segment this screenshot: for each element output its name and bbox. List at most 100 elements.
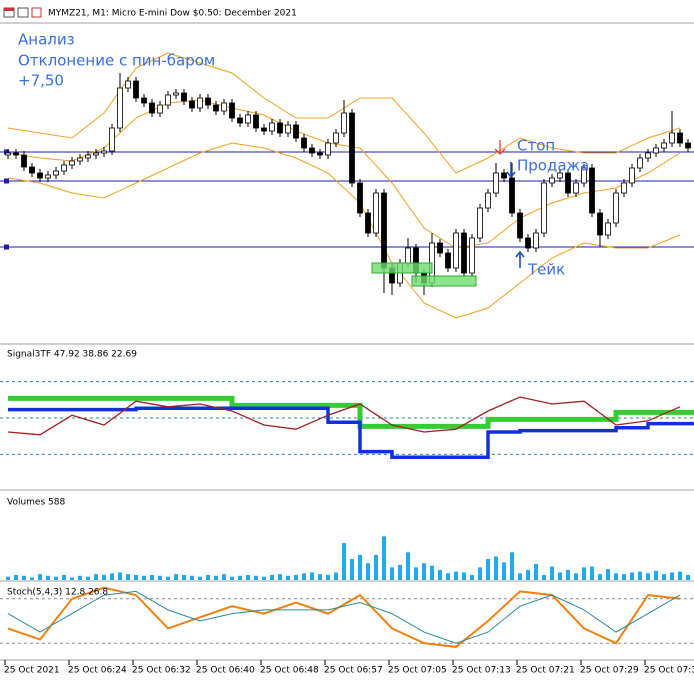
signal-line bbox=[7, 396, 681, 436]
volume-bar bbox=[158, 575, 162, 580]
zone-box bbox=[411, 275, 477, 287]
annotation: Отклонение с пин-баром bbox=[18, 52, 215, 70]
candle-body bbox=[13, 152, 19, 156]
panel-label: Stoch(5,4,3) 12.8 26.8 bbox=[7, 588, 108, 598]
volume-bar bbox=[174, 574, 178, 580]
volume-bar bbox=[566, 569, 570, 580]
candle-body bbox=[21, 154, 27, 168]
volume-bar bbox=[678, 571, 682, 580]
volume-bar bbox=[166, 576, 170, 580]
take-label: Тейк bbox=[527, 261, 565, 279]
volume-bar bbox=[318, 574, 322, 580]
volume-bar bbox=[206, 574, 210, 580]
candle-body bbox=[157, 104, 163, 114]
sell-label: Продажа bbox=[517, 157, 589, 175]
window-icons bbox=[3, 7, 42, 18]
candle-body bbox=[477, 207, 483, 239]
volume-bar bbox=[670, 572, 674, 580]
candle-body bbox=[189, 100, 195, 109]
time-label: 25 Oct 06:32 bbox=[132, 666, 191, 676]
window-title: MYMZ21, M1: Micro E-mini Dow $0.50: Dece… bbox=[48, 9, 297, 19]
volume-bar bbox=[334, 572, 338, 580]
candle-body bbox=[453, 232, 459, 269]
volume-bar bbox=[414, 567, 418, 580]
candle-body bbox=[221, 102, 227, 112]
candle-body bbox=[277, 122, 283, 134]
candle-body bbox=[541, 182, 547, 234]
volume-bar bbox=[510, 552, 514, 580]
volume-bar bbox=[286, 575, 290, 580]
volume-bar bbox=[86, 576, 90, 580]
time-label: 25 Oct 07:29 bbox=[580, 666, 639, 676]
candle-body bbox=[109, 127, 115, 152]
volume-bar bbox=[326, 574, 330, 580]
volume-bar bbox=[142, 575, 146, 580]
volume-bar bbox=[150, 574, 154, 580]
time-label: 25 Oct 07:21 bbox=[516, 666, 575, 676]
time-label: 25 Oct 06:57 bbox=[324, 666, 383, 676]
volume-bar bbox=[134, 574, 138, 580]
volume-bar bbox=[390, 567, 394, 580]
candle-body bbox=[341, 112, 347, 134]
candle-body bbox=[5, 152, 11, 156]
candle-body bbox=[485, 192, 491, 209]
candle-body bbox=[637, 157, 643, 169]
volume-bar bbox=[270, 574, 274, 580]
candle-body bbox=[677, 132, 683, 144]
volume-bar bbox=[622, 574, 626, 580]
volume-bar bbox=[422, 563, 426, 580]
candle-body bbox=[333, 132, 339, 144]
candle-body bbox=[493, 172, 499, 194]
candle-body bbox=[213, 104, 219, 112]
candle-body bbox=[445, 252, 451, 269]
volume-bar bbox=[462, 572, 466, 580]
candle-body bbox=[373, 192, 379, 234]
zone-box bbox=[371, 262, 433, 274]
candle-body bbox=[621, 182, 627, 194]
time-label: 25 Oct 07:05 bbox=[388, 666, 447, 676]
volume-bar bbox=[606, 569, 610, 580]
candle-body bbox=[269, 122, 275, 132]
candle-body bbox=[573, 182, 579, 194]
stop-arrow bbox=[494, 140, 506, 155]
candle-body bbox=[669, 132, 675, 144]
volume-bar bbox=[438, 569, 442, 580]
candle-body bbox=[285, 124, 291, 134]
volume-bar bbox=[126, 574, 130, 580]
time-label: 25 Oct 2021 bbox=[4, 666, 60, 676]
candle-body bbox=[405, 247, 411, 264]
volume-bar bbox=[558, 572, 562, 580]
time-label: 25 Oct 06:40 bbox=[196, 666, 255, 676]
candle-body bbox=[253, 114, 259, 129]
candle-body bbox=[181, 92, 187, 102]
candle-body bbox=[61, 164, 67, 172]
volume-bar bbox=[478, 567, 482, 580]
candle-body bbox=[581, 167, 587, 184]
volume-bar bbox=[94, 574, 98, 580]
candle-body bbox=[461, 232, 467, 274]
volume-bar bbox=[222, 574, 226, 580]
volume-bar bbox=[342, 543, 346, 580]
volume-bar bbox=[238, 575, 242, 580]
volume-bar bbox=[470, 574, 474, 580]
time-label: 25 Oct 07:37 bbox=[644, 666, 694, 676]
stoch-line bbox=[7, 590, 681, 644]
candle-body bbox=[53, 170, 59, 176]
volume-bar bbox=[654, 570, 658, 580]
volume-bar bbox=[302, 573, 306, 580]
candle-body bbox=[37, 172, 43, 179]
candle-body bbox=[629, 167, 635, 184]
take-arrow bbox=[515, 250, 525, 268]
volume-bar bbox=[46, 575, 50, 580]
volume-bar bbox=[78, 575, 82, 580]
time-label: 25 Oct 06:48 bbox=[260, 666, 319, 676]
volume-bar bbox=[30, 577, 34, 580]
candle-body bbox=[245, 114, 251, 124]
candle-body bbox=[205, 97, 211, 106]
candle-body bbox=[77, 157, 83, 162]
volume-bar bbox=[358, 554, 362, 580]
volume-bar bbox=[494, 556, 498, 580]
candle-body bbox=[525, 237, 531, 249]
volume-bar bbox=[446, 573, 450, 580]
candle-body bbox=[133, 80, 139, 99]
